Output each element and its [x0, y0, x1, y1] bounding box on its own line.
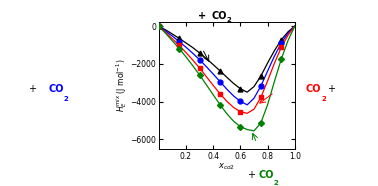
- Text: CO: CO: [211, 11, 227, 21]
- Text: 2: 2: [274, 180, 278, 186]
- Text: CO: CO: [306, 84, 322, 94]
- X-axis label: $x_{co2}$: $x_{co2}$: [218, 162, 235, 172]
- Text: 2: 2: [321, 96, 326, 102]
- Text: +: +: [198, 11, 210, 21]
- Text: +: +: [28, 84, 36, 94]
- Text: +: +: [327, 84, 335, 94]
- Text: 2: 2: [64, 96, 68, 102]
- Y-axis label: $H_E^{mix}$ (J mol$^{-1}$): $H_E^{mix}$ (J mol$^{-1}$): [114, 59, 129, 112]
- Text: +: +: [247, 170, 256, 180]
- Text: CO: CO: [49, 84, 65, 94]
- Text: CO: CO: [259, 170, 274, 180]
- Text: 2: 2: [226, 17, 231, 23]
